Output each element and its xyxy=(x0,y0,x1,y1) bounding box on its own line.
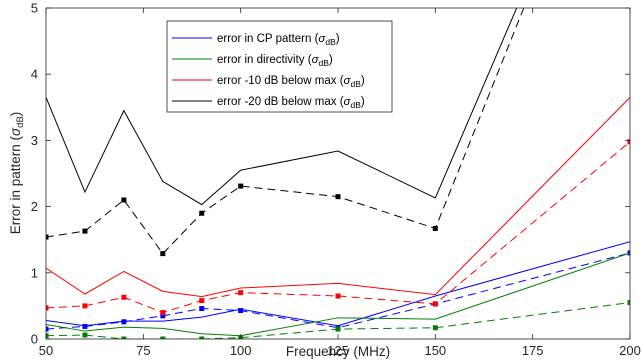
series-marker-directivity xyxy=(46,333,49,339)
series-marker-20db xyxy=(432,225,438,231)
series-marker-cp-pattern xyxy=(238,308,244,314)
y-axis-label: Error in pattern (σdB) xyxy=(8,112,26,235)
series-marker-10db xyxy=(199,298,205,304)
series-marker-10db xyxy=(627,139,630,145)
series-marker-directivity xyxy=(121,336,127,339)
series-marker-10db xyxy=(82,303,88,309)
series-marker-20db xyxy=(160,251,166,257)
series-layer xyxy=(46,8,630,339)
y-tick-label: 2 xyxy=(31,199,38,214)
series-line-solid-10db xyxy=(46,97,630,298)
x-tick-label: 125 xyxy=(327,343,349,358)
y-tick-label: 5 xyxy=(31,1,38,16)
legend-item-10db: error -10 dB below max (σdB) xyxy=(172,75,365,89)
series-marker-cp-pattern xyxy=(82,323,88,329)
series-marker-20db xyxy=(46,234,49,240)
series-marker-10db xyxy=(121,294,127,300)
series-marker-cp-pattern xyxy=(160,313,166,319)
series-marker-20db xyxy=(82,228,88,234)
legend-label-cp-pattern: error in CP pattern (σdB) xyxy=(217,33,340,47)
y-tick-label: 3 xyxy=(31,133,38,148)
series-marker-10db xyxy=(432,301,438,307)
y-tick-label: 4 xyxy=(31,67,38,82)
series-marker-cp-pattern xyxy=(46,326,49,332)
series-marker-directivity xyxy=(335,326,341,332)
y-tick-label: 0 xyxy=(31,332,38,347)
legend: error in CP pattern (σdB) error in direc… xyxy=(166,20,393,113)
legend-label-10db: error -10 dB below max (σdB) xyxy=(217,75,365,89)
series-line-solid-cp-pattern xyxy=(46,241,630,327)
legend-item-cp-pattern: error in CP pattern (σdB) xyxy=(172,33,340,47)
series-marker-directivity xyxy=(627,300,630,306)
series-marker-10db xyxy=(160,310,166,316)
series-marker-10db xyxy=(46,305,49,311)
series-marker-directivity xyxy=(160,336,166,339)
series-marker-10db xyxy=(335,293,341,299)
series-line-solid-20db xyxy=(46,8,518,206)
x-tick-label: 100 xyxy=(230,343,252,358)
legend-box xyxy=(166,20,393,113)
legend-label-20db: error -20 dB below max (σdB) xyxy=(217,96,365,110)
series-marker-cp-pattern xyxy=(121,319,127,325)
y-tick-label: 1 xyxy=(31,265,38,280)
x-tick-label: 175 xyxy=(522,343,544,358)
series-marker-20db xyxy=(238,183,244,189)
x-tick-label: 200 xyxy=(619,343,641,358)
tick-layer: 50 75 100 125 150 175 200 0 1 2 3 4 5 xyxy=(31,1,641,359)
legend-item-directivity: error in directivity (σdB) xyxy=(172,54,333,68)
legend-item-20db: error -20 dB below max (σdB) xyxy=(172,96,365,110)
series-marker-20db xyxy=(199,210,205,216)
x-axis-label: Frequency (MHz) xyxy=(286,344,390,359)
series-marker-cp-pattern xyxy=(199,306,205,312)
series-marker-20db xyxy=(121,197,127,203)
series-marker-10db xyxy=(238,290,244,296)
series-marker-directivity xyxy=(199,336,205,339)
series-marker-20db xyxy=(335,194,341,200)
x-tick-label: 50 xyxy=(39,343,53,358)
series-line-solid-directivity xyxy=(46,252,630,337)
x-tick-label: 150 xyxy=(424,343,446,358)
x-tick-label: 75 xyxy=(136,343,150,358)
series-marker-directivity xyxy=(82,332,88,338)
legend-label-directivity: error in directivity (σdB) xyxy=(217,54,333,68)
series-line-dashed-directivity xyxy=(46,302,630,339)
series-marker-directivity xyxy=(432,325,438,331)
